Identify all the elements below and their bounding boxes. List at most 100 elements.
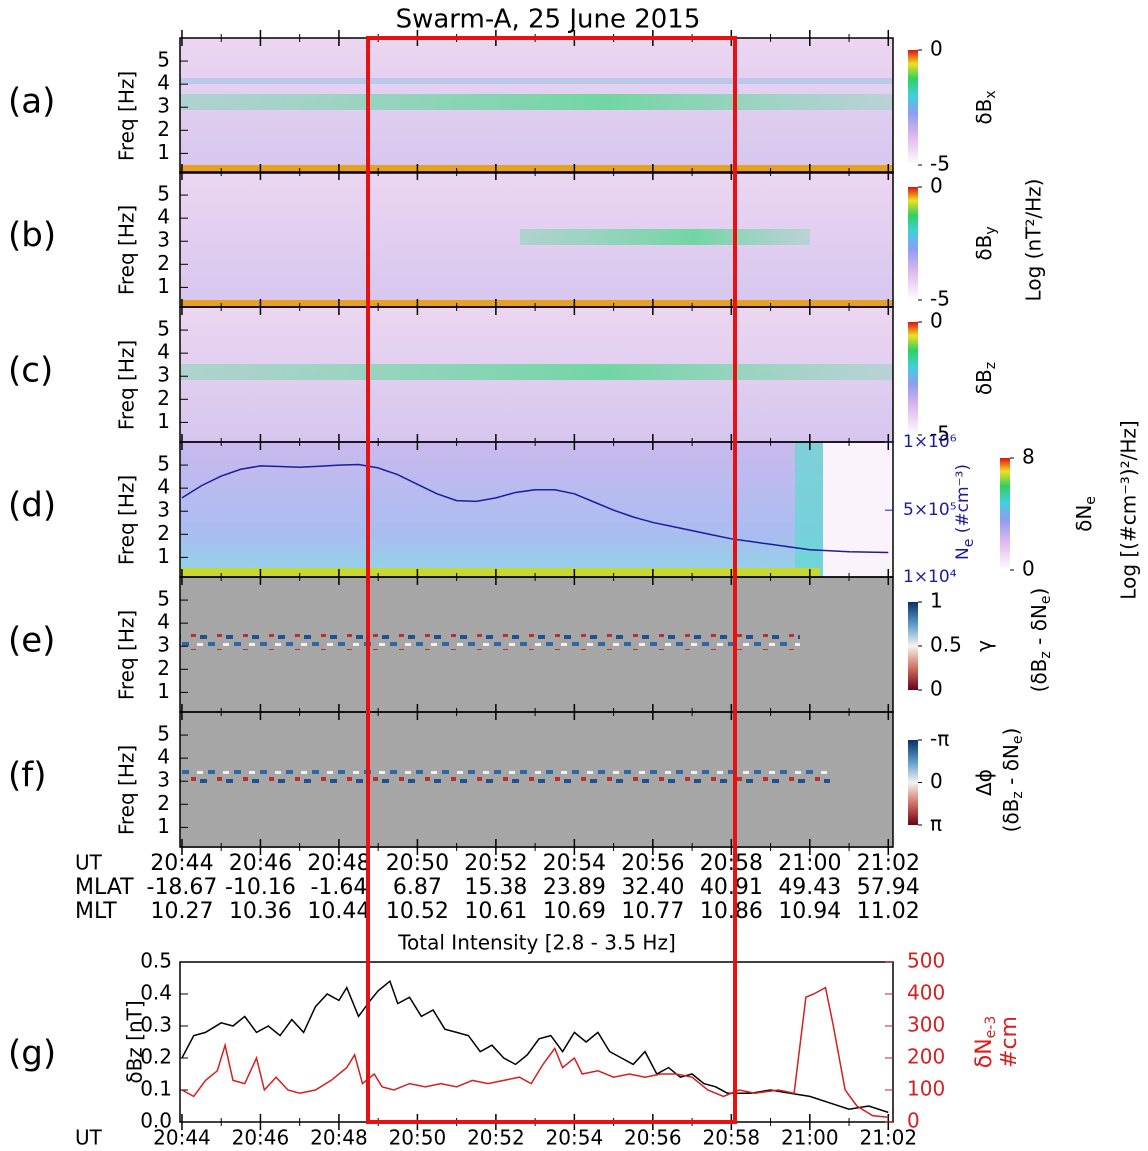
side-label: (δBz - δNe): [1027, 588, 1055, 693]
y-tick-label: 2: [157, 656, 170, 680]
y-tick-label: 1: [157, 814, 170, 838]
row-label: MLT: [75, 899, 117, 924]
y2-axis-label-part: e-3: [983, 1016, 999, 1039]
colorbar-tick-label: 0: [930, 309, 943, 333]
y-tick-label: 0.4: [140, 981, 172, 1005]
time-label: 20:56: [621, 851, 684, 876]
spectral-band: [180, 568, 820, 577]
y-tick-label: 2: [157, 386, 170, 410]
y2-axis-label-part: N: [953, 547, 973, 560]
y2-tick-label: 1×10⁴: [903, 567, 957, 587]
side-label-part: e: [1038, 595, 1054, 604]
time-label: 20:46: [229, 851, 292, 876]
row-value: 11.02: [857, 899, 920, 924]
y2-axis-label: #cm: [997, 1016, 1022, 1068]
colorbar-label: δBx: [972, 90, 1000, 124]
y2-tick-label: 400: [907, 981, 945, 1005]
spectral-band: [180, 165, 893, 172]
row-value: 10.52: [386, 899, 449, 924]
y2-tick-label: 500: [907, 949, 945, 973]
row-value: -10.16: [225, 875, 296, 900]
panel-label: (a): [8, 82, 55, 122]
colorbar-label: δNe: [1072, 496, 1100, 532]
colorbar-tick-label: 0: [930, 677, 943, 701]
y-tick-label: 0.5: [140, 949, 172, 973]
y-tick-label: 1: [157, 544, 170, 568]
row-value: 10.44: [307, 899, 370, 924]
colorbar: [908, 740, 918, 825]
y-tick-label: 4: [157, 745, 170, 769]
side-label-part: - δN: [1027, 604, 1051, 651]
side-label-part: (δB: [999, 799, 1023, 833]
colorbar-label: δBz: [972, 362, 1000, 395]
spectral-band: [180, 94, 893, 110]
panel-label: (d): [8, 486, 56, 526]
panel-frame: [179, 711, 894, 848]
y-tick-label: 5: [157, 317, 170, 341]
time-label: 21:02: [857, 851, 920, 876]
colorbar-label-part: γ: [972, 640, 996, 652]
panel-title: Total Intensity [2.8 - 3.5 Hz]: [397, 931, 676, 955]
side-label-part: ): [1027, 588, 1051, 596]
colorbar: [1000, 458, 1010, 570]
colorbar-tick-label: 0.5: [930, 633, 962, 657]
row-value: -18.67: [147, 875, 218, 900]
x-tick-label: 20:58: [703, 1126, 761, 1150]
row-value: 10.61: [464, 899, 527, 924]
y-tick-label: 0.2: [140, 1045, 172, 1069]
colorbar-tick-label: 0: [930, 37, 943, 61]
x-tick-label: 20:44: [153, 1126, 211, 1150]
colorbar-tick-label: 1: [930, 589, 943, 613]
y-tick-label: 1: [157, 140, 170, 164]
row-value: 32.40: [621, 875, 684, 900]
y2-tick-label: 200: [907, 1045, 945, 1069]
y-tick-label: 5: [157, 452, 170, 476]
y-tick-label: 1: [157, 409, 170, 433]
side-label-part: (δB: [1027, 659, 1051, 693]
time-label: 20:50: [386, 851, 449, 876]
row-value: 57.94: [857, 875, 920, 900]
colorbar-tick-label: 8: [1022, 445, 1035, 469]
highlight-box: [366, 36, 737, 1124]
row-value: 10.69: [543, 899, 606, 924]
y-tick-label: 2: [157, 521, 170, 545]
side-label-part: z: [1038, 651, 1054, 658]
row-value: 23.89: [543, 875, 606, 900]
y-axis-label: Freq [Hz]: [115, 205, 139, 295]
y-axis-label: Freq [Hz]: [115, 71, 139, 161]
y-tick-label: 5: [157, 182, 170, 206]
row-label: MLAT: [75, 875, 134, 900]
panel-label: (b): [8, 216, 56, 256]
panel-label: (e): [8, 621, 55, 661]
y-tick-label: 4: [157, 610, 170, 634]
colorbar-tick-label: π: [930, 812, 942, 836]
x-tick-label: 20:56: [624, 1126, 682, 1150]
spectral-band: [180, 78, 893, 84]
time-label: 21:00: [778, 851, 841, 876]
row-value: 10.86: [700, 899, 763, 924]
colorbar-label-part: e: [1083, 496, 1099, 505]
x-tick-label: 21:02: [859, 1126, 917, 1150]
time-label: 20:48: [307, 851, 370, 876]
y-tick-label: 1: [157, 274, 170, 298]
intensity-line: [181, 979, 889, 1114]
colorbar-tick-label: -5: [930, 152, 950, 176]
x-tick-label: 20:48: [310, 1126, 368, 1150]
side-label: Log [(#cm⁻³)²/Hz]: [1117, 420, 1141, 599]
colorbar-label-part: δN: [1072, 505, 1096, 532]
y-tick-label: 5: [157, 48, 170, 72]
y-axis-label: Freq [Hz]: [115, 475, 139, 565]
y-tick-label: 3: [157, 768, 170, 792]
x-tick-label: 20:46: [232, 1126, 290, 1150]
figure-title: Swarm-A, 25 June 2015: [396, 5, 701, 35]
panel-label: (f): [8, 756, 47, 796]
time-label: 20:52: [464, 851, 527, 876]
y2-tick-label: 100: [907, 1077, 945, 1101]
y-tick-label: 2: [157, 791, 170, 815]
spectrogram: [180, 442, 893, 577]
spectral-band: [180, 300, 893, 307]
colorbar-tick-label: 0: [1022, 557, 1035, 581]
panel-label: (c): [8, 351, 53, 391]
spectrogram-layer: [180, 38, 893, 848]
